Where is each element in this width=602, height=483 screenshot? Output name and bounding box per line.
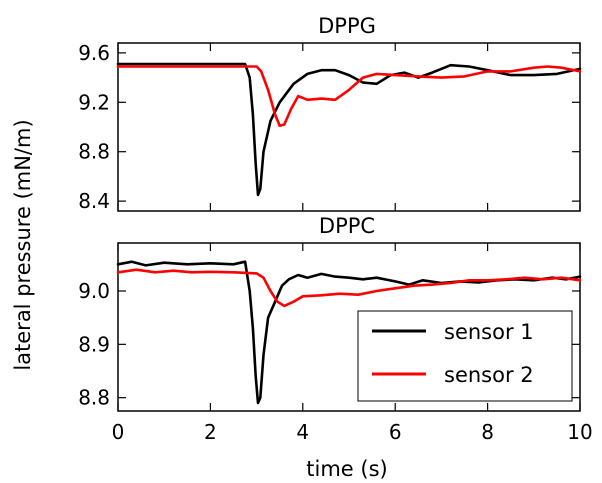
dppc-xtick-label: 10 [567, 420, 592, 444]
dppg-ytick-label: 9.2 [78, 90, 110, 114]
dppc-series-sensor-1 [116, 260, 582, 405]
dppc-series-sensor-2 [116, 268, 582, 308]
dppc-panel: DPPC 8.8 8.9 9.0 0 2 4 6 8 10 [78, 214, 593, 444]
dppg-lines [116, 62, 582, 197]
dppg-series-sensor-2 [116, 65, 582, 128]
legend-label-sensor-1: sensor 1 [444, 320, 534, 344]
dppg-panel: DPPG 8.4 8.8 9.2 9.6 [78, 14, 582, 213]
dppc-xtick-label: 4 [296, 420, 309, 444]
dppc-xtick-label: 2 [204, 420, 217, 444]
dppc-plot-frame [117, 242, 581, 412]
y-axis-title: lateral pressure (mN/m) [11, 119, 35, 370]
dppg-ytick-label: 9.6 [78, 41, 110, 65]
legend: sensor 1 sensor 2 [357, 310, 573, 402]
dppg-plot-frame [117, 42, 581, 212]
dppc-ytick-label: 9.0 [78, 279, 110, 303]
dppg-series-sensor-1 [116, 62, 582, 197]
dppc-xtick-label: 0 [112, 420, 125, 444]
dppc-ticks: 8.8 8.9 9.0 0 2 4 6 8 10 [78, 243, 593, 444]
dppg-ticks: 8.4 8.8 9.2 9.6 [78, 41, 581, 213]
x-axis-title: time (s) [306, 457, 387, 481]
dppc-xtick-label: 6 [389, 420, 402, 444]
dppc-lines [116, 260, 582, 405]
dppc-ytick-label: 8.8 [78, 386, 110, 410]
legend-label-sensor-2: sensor 2 [444, 363, 534, 387]
dppc-title: DPPC [319, 214, 375, 238]
dppc-ytick-label: 8.9 [78, 332, 110, 356]
dppg-ytick-label: 8.8 [78, 140, 110, 164]
dppg-ytick-label: 8.4 [78, 189, 110, 213]
legend-box [357, 310, 573, 402]
dppc-xtick-label: 8 [481, 420, 494, 444]
dppg-title: DPPG [318, 14, 376, 38]
